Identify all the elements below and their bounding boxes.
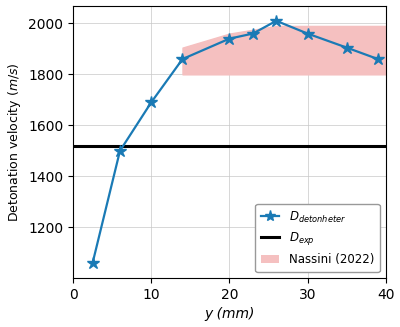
Legend: $D_{detonheter}$, $D_{exp}$, Nassini (2022): $D_{detonheter}$, $D_{exp}$, Nassini (20… bbox=[256, 203, 380, 272]
X-axis label: y (mm): y (mm) bbox=[204, 307, 254, 321]
Y-axis label: Detonation velocity ($m/s$): Detonation velocity ($m/s$) bbox=[6, 62, 22, 222]
